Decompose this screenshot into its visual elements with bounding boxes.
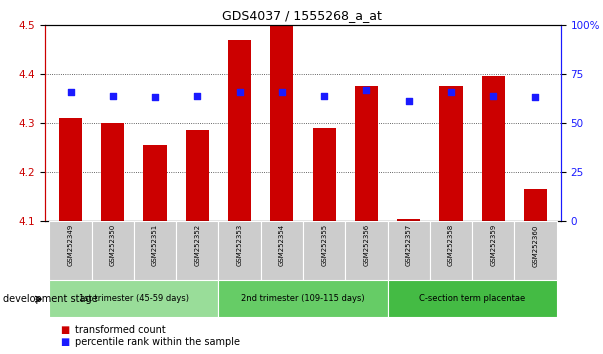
Bar: [134, 221, 176, 280]
Bar: [144, 145, 166, 221]
Text: GSM252360: GSM252360: [532, 224, 538, 267]
Bar: [514, 221, 557, 280]
Text: GSM252359: GSM252359: [490, 224, 496, 267]
Bar: [49, 280, 218, 317]
Bar: [430, 221, 472, 280]
Bar: [524, 189, 547, 221]
Bar: [482, 76, 505, 221]
Bar: [101, 123, 124, 221]
Point: [404, 98, 414, 104]
Bar: [260, 221, 303, 280]
Text: GSM252354: GSM252354: [279, 224, 285, 266]
Bar: [312, 128, 336, 221]
Text: GDS4037 / 1555268_a_at: GDS4037 / 1555268_a_at: [221, 9, 382, 22]
Bar: [303, 221, 346, 280]
Text: GSM252353: GSM252353: [236, 224, 242, 267]
Bar: [440, 86, 463, 221]
Point: [235, 89, 244, 95]
Text: transformed count: transformed count: [75, 325, 166, 335]
Point: [277, 89, 286, 95]
Bar: [270, 25, 294, 221]
Point: [446, 89, 456, 95]
Text: 2nd trimester (109-115 days): 2nd trimester (109-115 days): [241, 294, 365, 303]
Point: [320, 93, 329, 98]
Point: [488, 93, 498, 98]
Bar: [92, 221, 134, 280]
Point: [108, 93, 118, 98]
Text: GSM252352: GSM252352: [194, 224, 200, 266]
Point: [531, 95, 540, 100]
Bar: [59, 118, 82, 221]
Bar: [397, 219, 420, 221]
Text: GSM252355: GSM252355: [321, 224, 327, 266]
Bar: [186, 130, 209, 221]
Bar: [49, 221, 92, 280]
Bar: [176, 221, 218, 280]
Bar: [218, 280, 388, 317]
Bar: [472, 221, 514, 280]
Bar: [346, 221, 388, 280]
Bar: [218, 221, 260, 280]
Text: C-section term placentae: C-section term placentae: [419, 294, 525, 303]
Text: GSM252357: GSM252357: [406, 224, 412, 267]
Point: [150, 95, 160, 100]
Point: [66, 89, 75, 95]
Text: 1st trimester (45-59 days): 1st trimester (45-59 days): [79, 294, 189, 303]
Text: GSM252356: GSM252356: [364, 224, 370, 267]
Text: ■: ■: [60, 337, 69, 347]
Text: ■: ■: [60, 325, 69, 335]
Point: [362, 87, 371, 92]
Bar: [228, 40, 251, 221]
Text: GSM252358: GSM252358: [448, 224, 454, 267]
Text: GSM252351: GSM252351: [152, 224, 158, 267]
Text: development stage: development stage: [3, 294, 98, 304]
Bar: [355, 86, 378, 221]
Bar: [388, 280, 557, 317]
Bar: [388, 221, 430, 280]
Text: GSM252349: GSM252349: [68, 224, 74, 267]
Point: [192, 93, 202, 98]
Text: GSM252350: GSM252350: [110, 224, 116, 267]
Text: percentile rank within the sample: percentile rank within the sample: [75, 337, 241, 347]
